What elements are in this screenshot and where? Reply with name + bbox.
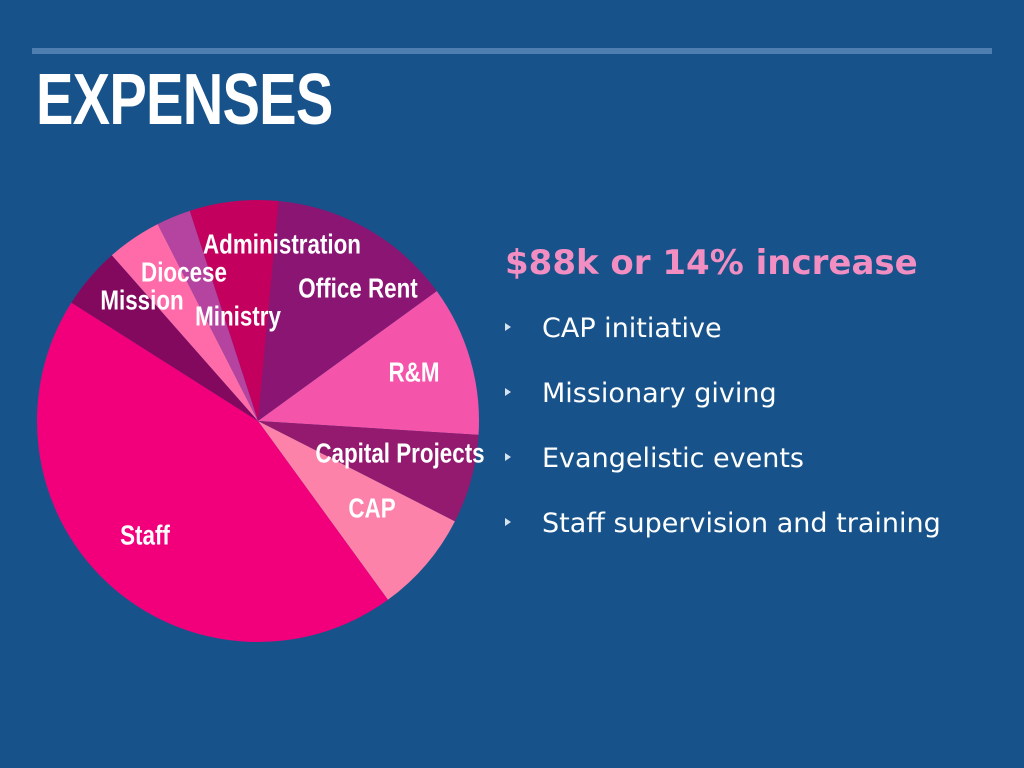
- pie-slice-diocese: [111, 224, 258, 421]
- pie-label-staff: Staff: [120, 520, 170, 551]
- bullet-text: Missionary giving: [542, 378, 777, 409]
- bullet-arrow-icon: [505, 388, 511, 396]
- bullet-text: CAP initiative: [542, 313, 722, 344]
- pie-label-administration: Administration: [203, 229, 361, 260]
- bullet-text: Staff supervision and training: [542, 508, 941, 539]
- pie-label-r-m: R&M: [389, 357, 440, 388]
- pie-label-capital-projects: Capital Projects: [315, 438, 484, 469]
- bullet-text: Evangelistic events: [542, 443, 804, 474]
- pie-slice-office-rent: [258, 200, 437, 421]
- pie-chart: Administration Office Rent R&M Capital Proj…: [36, 200, 485, 643]
- bullet-arrow-icon: [505, 323, 511, 331]
- slide-title: EXPENSES: [36, 60, 333, 140]
- bullet-arrow-icon: [505, 453, 511, 461]
- pie-label-cap: CAP: [348, 493, 395, 524]
- pie-slice-mission: [71, 255, 259, 421]
- pie-label-office-rent: Office Rent: [298, 273, 418, 304]
- pie-slices: [36, 200, 479, 643]
- pie-slice-staff: [36, 302, 388, 643]
- pie-slice-r-m: [258, 291, 479, 435]
- pie-label-ministry: Ministry: [195, 301, 281, 332]
- pie-label-diocese: Diocese: [141, 257, 227, 288]
- pie-slice-administration: [189, 200, 279, 421]
- bullet-arrow-icon: [505, 518, 511, 526]
- pie-label-mission: Mission: [100, 285, 183, 316]
- pie-slice-ministry: [157, 210, 258, 421]
- headline: $88k or 14% increase: [505, 243, 918, 283]
- title-rule: [32, 48, 992, 54]
- pie-labels: Administration Office Rent R&M Capital Proj…: [100, 229, 484, 551]
- pie-slice-capital-projects: [258, 421, 479, 522]
- pie-slice-cap: [258, 421, 455, 600]
